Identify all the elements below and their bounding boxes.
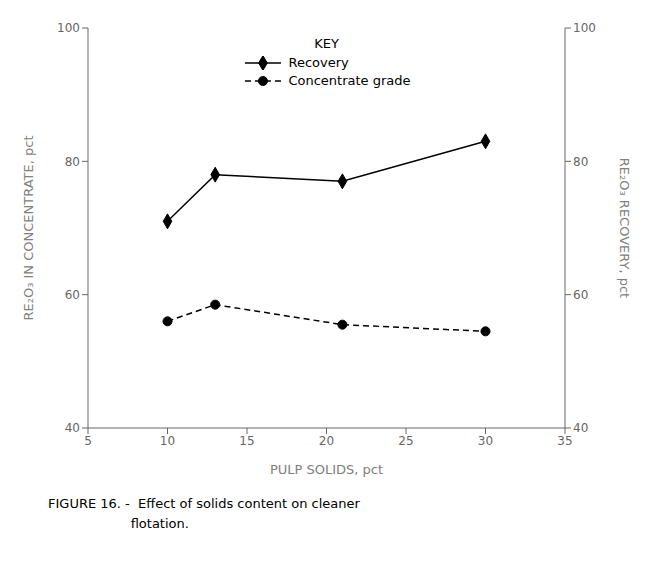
svg-text:100: 100 <box>57 21 80 35</box>
svg-text:60: 60 <box>573 288 588 302</box>
svg-text:5: 5 <box>84 434 92 448</box>
html-text:Recovery: Recovery <box>288 55 349 70</box>
svg-text:80: 80 <box>65 155 80 169</box>
svg-text:RE₂O₃ IN CONCENTRATE, pct: RE₂O₃ IN CONCENTRATE, pct <box>21 135 36 320</box>
svg-text:40: 40 <box>65 421 80 435</box>
html-text:KEY: KEY <box>314 36 339 51</box>
svg-text:25: 25 <box>398 434 413 448</box>
svg-text:60: 60 <box>65 288 80 302</box>
svg-text:80: 80 <box>573 155 588 169</box>
svg-text:30: 30 <box>478 434 493 448</box>
svg-text:20: 20 <box>319 434 334 448</box>
svg-text:PULP SOLIDS, pct: PULP SOLIDS, pct <box>270 462 383 477</box>
svg-text:35: 35 <box>557 434 572 448</box>
svg-text:40: 40 <box>573 421 588 435</box>
html-text:Concentrate grade: Concentrate grade <box>288 73 411 88</box>
svg-text:15: 15 <box>239 434 254 448</box>
svg-text:RE₂O₃ RECOVERY, pct: RE₂O₃ RECOVERY, pct <box>617 158 632 298</box>
html-text:FIGURE 16. - Effect of solids: FIGURE 16. - Effect of solids content on… <box>48 496 360 511</box>
html-text:flotation.: flotation. <box>48 516 189 531</box>
svg-text:10: 10 <box>160 434 175 448</box>
svg-text:100: 100 <box>573 21 596 35</box>
